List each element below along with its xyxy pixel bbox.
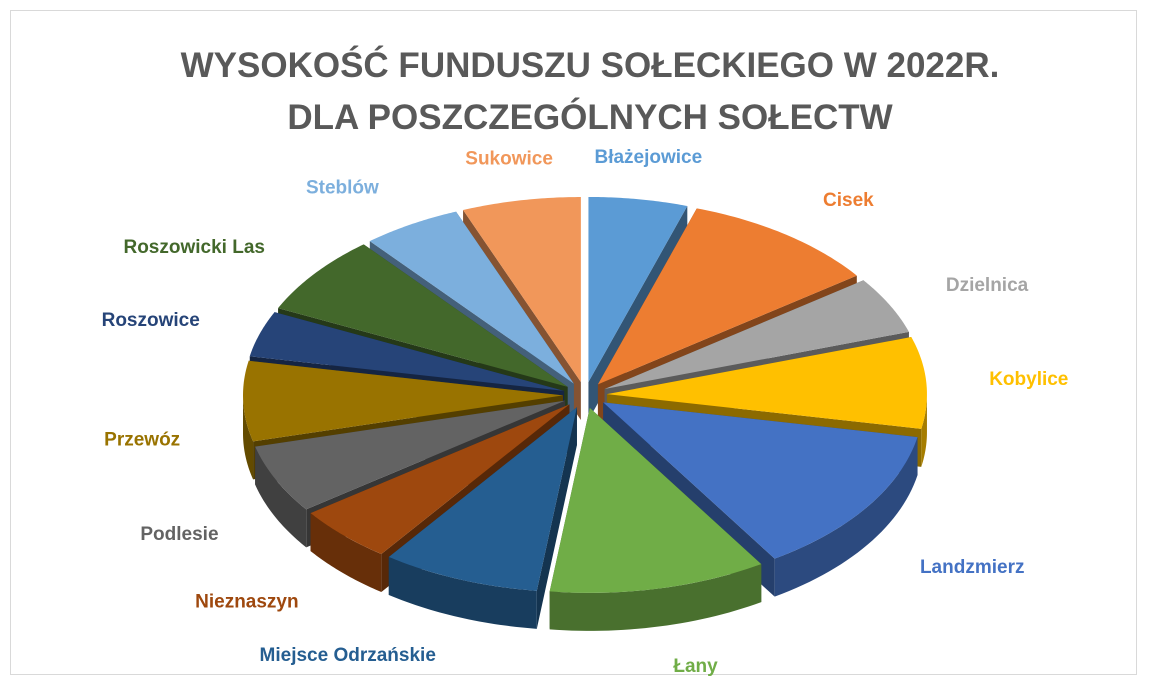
slice-side [310,513,382,593]
slice-top [388,407,577,591]
slice [549,407,762,631]
slice-top [463,197,581,383]
slice-side [774,437,918,597]
data-label: Landzmierz [920,557,1025,578]
chart-title: WYSOKOŚĆ FUNDUSZU SOŁECKIEGO W 2022R. DL… [180,46,1000,137]
slice-top [249,312,565,391]
slice-top [369,211,574,384]
slice-top [278,244,568,387]
chart-frame [10,10,1137,675]
data-label: Łany [673,656,718,677]
data-label: Kobylice [989,369,1068,390]
data-label: Przewóz [104,430,180,451]
slice-side [388,556,537,629]
slice-top [243,360,564,442]
data-label: Miejsce Odrzańskie [260,645,436,666]
data-label: Błażejowice [594,147,702,168]
slice-wall [536,407,577,629]
slice-top [588,196,688,382]
data-label: Cisek [823,190,874,211]
slice-side [243,395,254,480]
slice-top [604,280,909,390]
data-label: Podlesie [140,524,218,545]
data-label: Roszowicki Las [123,237,265,258]
slice-top [606,337,927,429]
data-label: Sukowice [465,148,553,169]
slice-side [921,394,927,467]
slice-top [255,400,566,510]
data-label: Steblów [306,177,379,198]
data-label: Nieznaszyn [195,592,298,613]
slice-top [603,402,918,559]
slice-top [549,407,762,593]
slice [388,407,577,629]
slice-side [255,446,307,548]
slice-side [549,564,762,631]
slice-top [597,208,857,385]
data-label: Roszowice [102,310,200,331]
slice-top [310,404,570,555]
data-label: Dzielnica [946,275,1029,296]
